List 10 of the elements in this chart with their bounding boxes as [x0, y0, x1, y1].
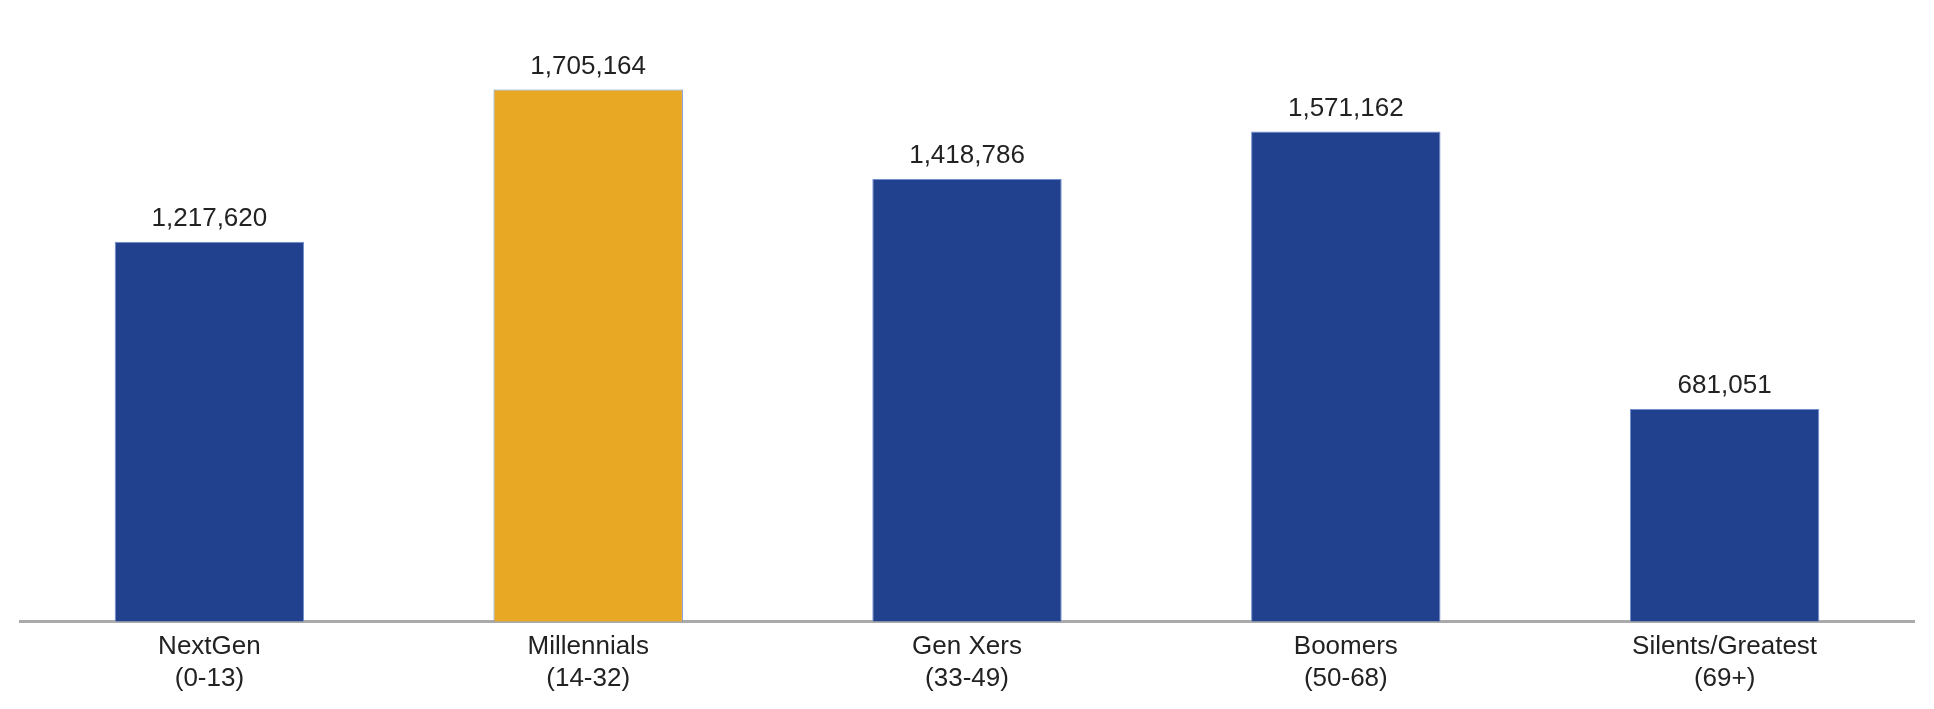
data-label: 681,051 — [1677, 369, 1772, 400]
x-tick-label: Boomers (50-68) — [1293, 630, 1398, 692]
data-label: 1,571,162 — [1287, 91, 1404, 122]
x-tick-label: Gen Xers (33-49) — [912, 630, 1022, 692]
data-label: 1,418,786 — [909, 139, 1025, 170]
x-tick-label: NextGen (0-13) — [158, 630, 261, 692]
x-tick-label: Millennials (14-32) — [527, 630, 649, 692]
data-label: 1,705,164 — [530, 49, 647, 80]
x-tick-label: Silents/Greatest (69+) — [1632, 630, 1818, 692]
data-label: 1,217,620 — [151, 201, 268, 232]
